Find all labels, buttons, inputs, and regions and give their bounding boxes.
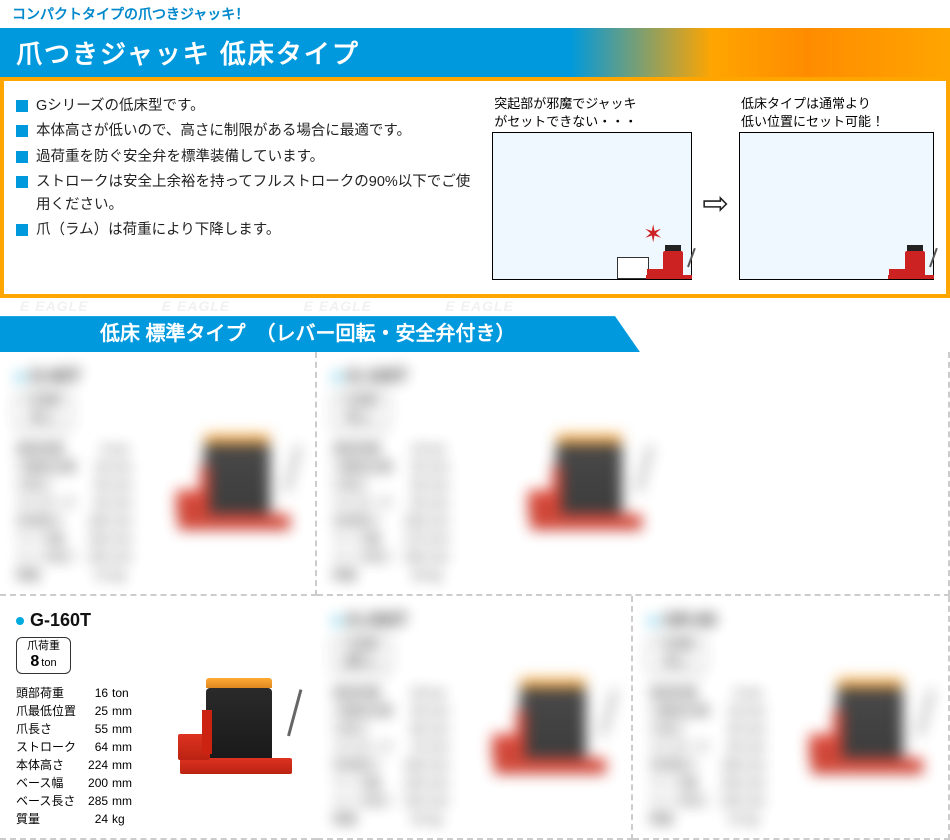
spec-row: 頭部荷重16ton [16,684,136,702]
product-image [171,610,301,828]
feature-item: 爪（ラム）は荷重により下降します。 [16,219,482,241]
diagram-1-label: 突起部が邪魔でジャッキがセットできない・・・ [492,95,692,130]
spec-row: ストローク64mm [16,738,136,756]
comparison-diagrams: 突起部が邪魔でジャッキがセットできない・・・ ✶ ⇨ [492,95,934,280]
feature-list: Gシリーズの低床型です。本体高さが低いので、高さに制限がある場合に最適です。過荷… [16,95,482,242]
diagram-2-box [739,132,934,280]
square-icon [16,100,28,112]
capacity-badge: 爪荷重 8ton [16,637,71,674]
product-cell-blurred: GR-60 爪荷重3ton 頭部荷重6ton爪最低位置18mm爪長さ40mmスト… [633,596,950,840]
info-box: Gシリーズの低床型です。本体高さが低いので、高さに制限がある場合に最適です。過荷… [4,81,946,294]
feature-item: 過荷重を防ぐ安全弁を標準装備しています。 [16,146,482,168]
main-title: 爪つきジャッキ 低床タイプ [0,28,950,77]
square-icon [16,176,28,188]
product-grid: G-60T 爪荷重3ton 頭部荷重6ton爪最低位置18mm爪長さ40mmスト… [0,352,950,840]
product-cell-blurred: G-100T 爪荷重5ton 頭部荷重10ton爪最低位置20mm爪長さ45mm… [317,352,950,596]
square-icon [16,224,28,236]
product-cell-g160t: G-160T 爪荷重 8ton 頭部荷重16ton爪最低位置25mm爪長さ55m… [0,596,317,840]
spec-row: 爪最低位置25mm [16,702,136,720]
diagram-2-label: 低床タイプは通常より低い位置にセット可能 ！ [739,95,934,130]
square-icon [16,125,28,137]
feature-item: 本体高さが低いので、高さに制限がある場合に最適です。 [16,120,482,142]
bullet-icon [16,617,24,625]
spec-row: 爪長さ55mm [16,720,136,738]
jack-icon [176,664,296,774]
tagline: コンパクトタイプの爪つきジャッキ！ [0,0,950,28]
spec-row: 質量24kg [16,810,136,828]
section-title: 低床 標準タイプ （レバー回転・安全弁付き） [0,316,640,352]
spec-row: ベース長さ285mm [16,792,136,810]
spec-row: ベース幅200mm [16,774,136,792]
spec-table: 頭部荷重16ton爪最低位置25mm爪長さ55mmストローク64mm本体高さ22… [16,684,136,828]
product-cell-blurred: G-60T 爪荷重3ton 頭部荷重6ton爪最低位置18mm爪長さ40mmスト… [0,352,317,596]
square-icon [16,151,28,163]
spec-row: 本体高さ224mm [16,756,136,774]
diagram-1-box: ✶ [492,132,692,280]
product-cell-blurred: G-200T 爪荷重10ton 頭部荷重20ton爪最低位置30mm爪長さ60m… [317,596,634,840]
feature-item: Gシリーズの低床型です。 [16,95,482,117]
watermark-strip: E EAGLE E EAGLE E EAGLE E EAGLE [0,298,950,316]
arrow-icon: ⇨ [698,184,733,222]
feature-item: ストロークは安全上余裕を持ってフルストロークの90%以下でご使用ください。 [16,171,482,216]
product-name: G-160T [16,610,163,631]
